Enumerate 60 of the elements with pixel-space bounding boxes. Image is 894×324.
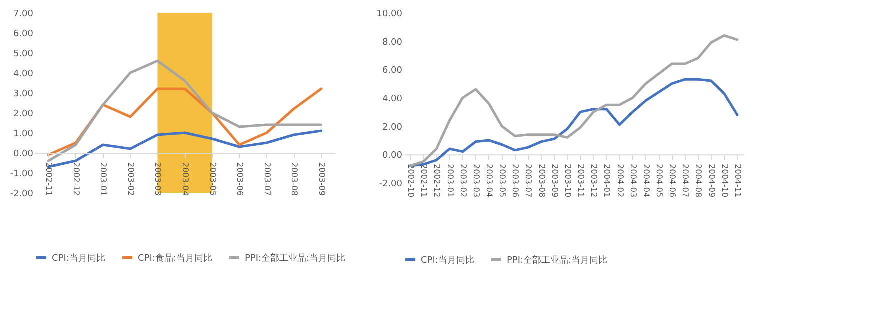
y-tick-label: 4.00: [382, 94, 403, 104]
y-tick-label: 4.00: [13, 70, 34, 80]
x-tick-label: 2004-11: [733, 164, 742, 198]
x-tick-label: 2003-04: [181, 162, 190, 196]
y-tick-label: 10.00: [376, 10, 403, 20]
y-tick-label: 0.00: [382, 151, 403, 162]
x-tick-label: 2003-08: [290, 162, 300, 196]
x-tick-label: 2003-02: [458, 164, 468, 198]
x-tick-label: 2004-10: [720, 164, 730, 198]
y-tick-label: 5.00: [13, 50, 34, 60]
x-tick-label: 2003-03: [472, 164, 481, 198]
x-tick-label: 2002-12: [432, 164, 442, 198]
line-series: [47, 60, 323, 162]
y-tick-label: -2.00: [379, 180, 403, 190]
x-tick-label: 2003-11: [576, 164, 586, 198]
x-tick-label: 2003-04: [485, 164, 494, 198]
legend-label: PPI:全部工业品:当月同比: [245, 252, 346, 264]
x-tick-label: 2003-07: [524, 164, 534, 198]
y-tick-label: -2.00: [10, 190, 34, 200]
x-tick-label: 2002-11: [420, 164, 429, 198]
x-tick-label: 2003-05: [208, 162, 218, 196]
x-tick-label: 2003-06: [511, 164, 520, 198]
y-tick-label: 3.00: [13, 90, 34, 100]
x-tick-label: 2004-08: [694, 164, 704, 198]
x-tick-label: 2003-12: [590, 164, 599, 198]
x-tick-label: 2003-09: [317, 162, 326, 196]
x-tick-label: 2004-05: [655, 164, 664, 198]
y-tick-label: 1.00: [13, 130, 34, 140]
x-tick-label: 2004-02: [616, 164, 625, 198]
x-tick-label: 2004-06: [668, 164, 678, 198]
x-tick-label: 2004-03: [628, 164, 638, 198]
x-tick-label: 2003-07: [262, 162, 272, 196]
x-tick-label: 2003-01: [99, 162, 108, 196]
legend-label: CPI:当月同比: [421, 254, 474, 266]
x-tick-label: 2004-04: [642, 164, 651, 198]
x-tick-label: 2003-08: [537, 164, 546, 198]
x-tick-label: 2004-09: [707, 164, 716, 198]
y-tick-label: 6.00: [382, 66, 403, 76]
x-tick-label: 2003-01: [446, 164, 455, 198]
x-tick-label: 2004-01: [602, 164, 612, 198]
x-tick-label: 2002-10: [406, 164, 416, 198]
legend-label: CPI:当月同比: [52, 252, 106, 264]
y-tick-label: 6.00: [13, 30, 34, 40]
x-tick-label: 2004-07: [681, 164, 690, 198]
x-tick-label: 2002-11: [44, 162, 54, 196]
x-tick-label: 2003-06: [236, 162, 245, 196]
x-tick-label: 2002-12: [72, 162, 81, 196]
y-tick-label: 8.00: [382, 38, 403, 48]
legend-label: CPI:食品:当月同比: [138, 252, 212, 264]
legend-label: PPI:全部工业品:当月同比: [507, 254, 608, 266]
x-tick-label: 2003-05: [498, 164, 508, 198]
x-tick-label: 2003-10: [563, 164, 572, 198]
x-tick-label: 2003-03: [154, 162, 163, 196]
y-tick-label: 2.00: [382, 122, 403, 133]
x-tick-label: 2003-09: [550, 164, 560, 198]
y-tick-label: 0.00: [13, 150, 34, 160]
x-tick-label: 2003-02: [126, 162, 136, 196]
y-tick-label: 2.00: [13, 110, 34, 120]
y-tick-label: 7.00: [13, 10, 34, 20]
y-tick-label: -1.00: [10, 170, 34, 180]
